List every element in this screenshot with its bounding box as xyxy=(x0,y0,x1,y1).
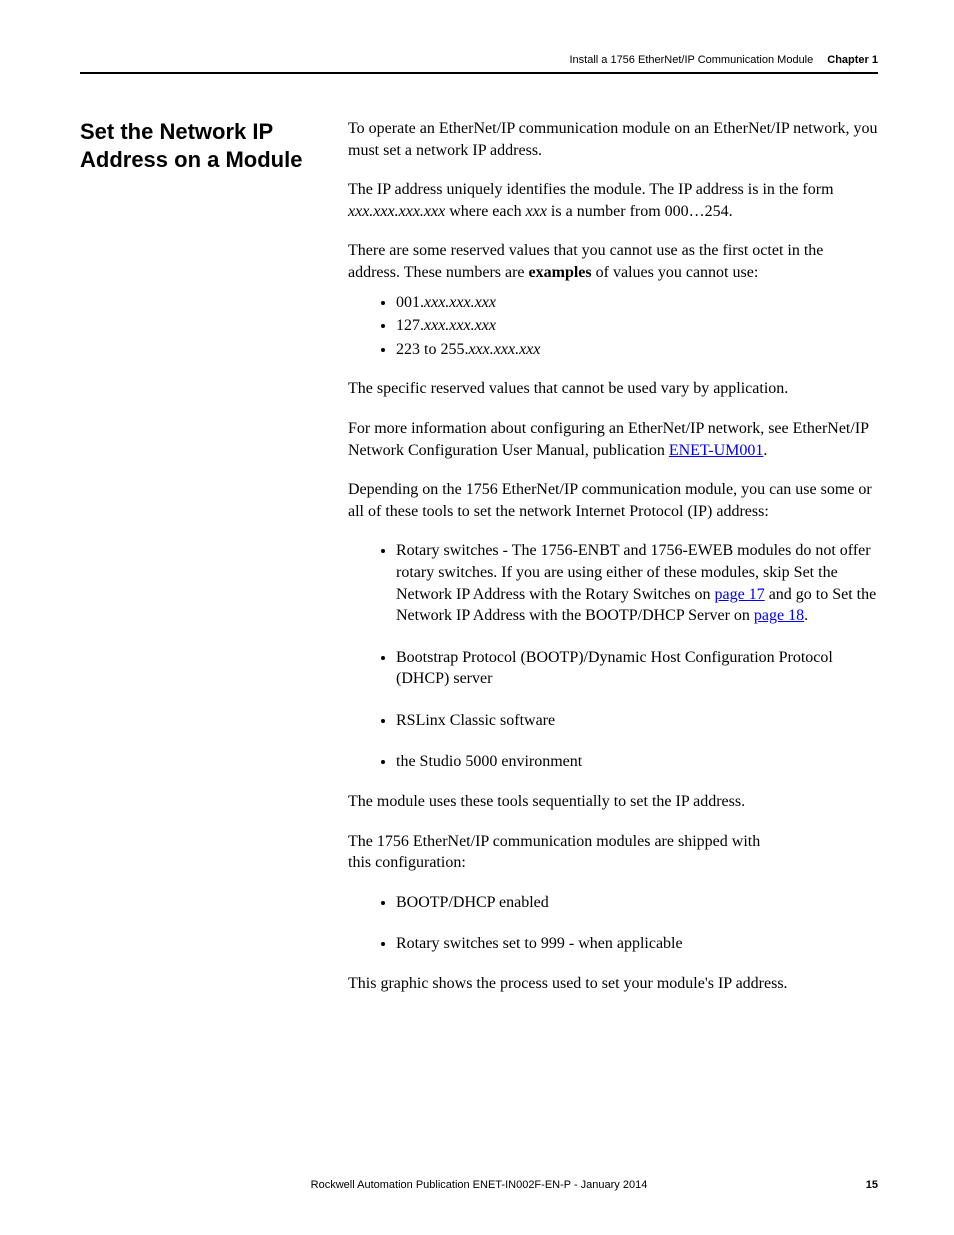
para-graphic-intro: This graphic shows the process used to s… xyxy=(348,973,878,995)
para-tools-intro: Depending on the 1756 EtherNet/IP commun… xyxy=(348,479,878,522)
list-item-rotary-999: Rotary switches set to 999 - when applic… xyxy=(396,933,878,955)
footer-publication-text: Rockwell Automation Publication ENET-IN0… xyxy=(311,1179,648,1191)
text-italic: xxx.xxx.xxx xyxy=(468,341,540,358)
text: 223 to 255. xyxy=(396,341,468,358)
tools-list: Rotary switches - The 1756-ENBT and 1756… xyxy=(348,540,878,773)
list-item: 127.xxx.xxx.xxx xyxy=(396,315,878,337)
link-enet-um001[interactable]: ENET-UM001 xyxy=(669,442,764,459)
text: For more information about configuring a… xyxy=(348,420,868,459)
text: The IP address uniquely identifies the m… xyxy=(348,181,834,198)
para-sequential: The module uses these tools sequentially… xyxy=(348,791,878,813)
link-page-17[interactable]: page 17 xyxy=(714,586,764,603)
text-italic: xxx.xxx.xxx xyxy=(424,294,496,311)
text: is a number from 000…254. xyxy=(547,203,733,220)
header-chapter-label: Chapter 1 xyxy=(827,54,878,66)
list-item-bootp-enabled: BOOTP/DHCP enabled xyxy=(396,892,878,914)
list-item-rotary-switches: Rotary switches - The 1756-ENBT and 1756… xyxy=(396,540,878,626)
text-italic: xxx.xxx.xxx.xxx xyxy=(348,203,445,220)
page-number: 15 xyxy=(866,1179,878,1191)
text-italic: xxx xyxy=(526,203,547,220)
footer-publication: Rockwell Automation Publication ENET-IN0… xyxy=(0,1179,954,1191)
running-header: Install a 1756 EtherNet/IP Communication… xyxy=(80,54,878,74)
list-item-bootp: Bootstrap Protocol (BOOTP)/Dynamic Host … xyxy=(396,647,878,690)
text: of values you cannot use: xyxy=(592,264,759,281)
text: 001. xyxy=(396,294,424,311)
list-item: 001.xxx.xxx.xxx xyxy=(396,292,878,314)
text-bold: examples xyxy=(529,264,592,281)
para-ship-config: The 1756 EtherNet/IP communication modul… xyxy=(348,831,878,874)
para-intro: To operate an EtherNet/IP communication … xyxy=(348,118,878,161)
ship-config-list: BOOTP/DHCP enabled Rotary switches set t… xyxy=(348,892,878,955)
text: . xyxy=(804,607,808,624)
list-item-studio5000: the Studio 5000 environment xyxy=(396,751,878,773)
para-ip-form: The IP address uniquely identifies the m… xyxy=(348,179,878,222)
body-column: To operate an EtherNet/IP communication … xyxy=(348,118,878,1013)
header-doc-title: Install a 1756 EtherNet/IP Communication… xyxy=(569,54,813,66)
text-italic: xxx.xxx.xxx xyxy=(424,317,496,334)
link-page-18[interactable]: page 18 xyxy=(754,607,804,624)
para-more-info: For more information about configuring a… xyxy=(348,418,878,461)
para-reserved-intro: There are some reserved values that you … xyxy=(348,240,878,283)
para-reserved-note: The specific reserved values that cannot… xyxy=(348,378,878,400)
reserved-values-list: 001.xxx.xxx.xxx 127.xxx.xxx.xxx 223 to 2… xyxy=(348,292,878,361)
text: . xyxy=(763,442,767,459)
text: 127. xyxy=(396,317,424,334)
list-item-rslinx: RSLinx Classic software xyxy=(396,710,878,732)
list-item: 223 to 255.xxx.xxx.xxx xyxy=(396,339,878,361)
section-heading: Set the Network IP Address on a Module xyxy=(80,118,330,173)
text: where each xyxy=(445,203,525,220)
